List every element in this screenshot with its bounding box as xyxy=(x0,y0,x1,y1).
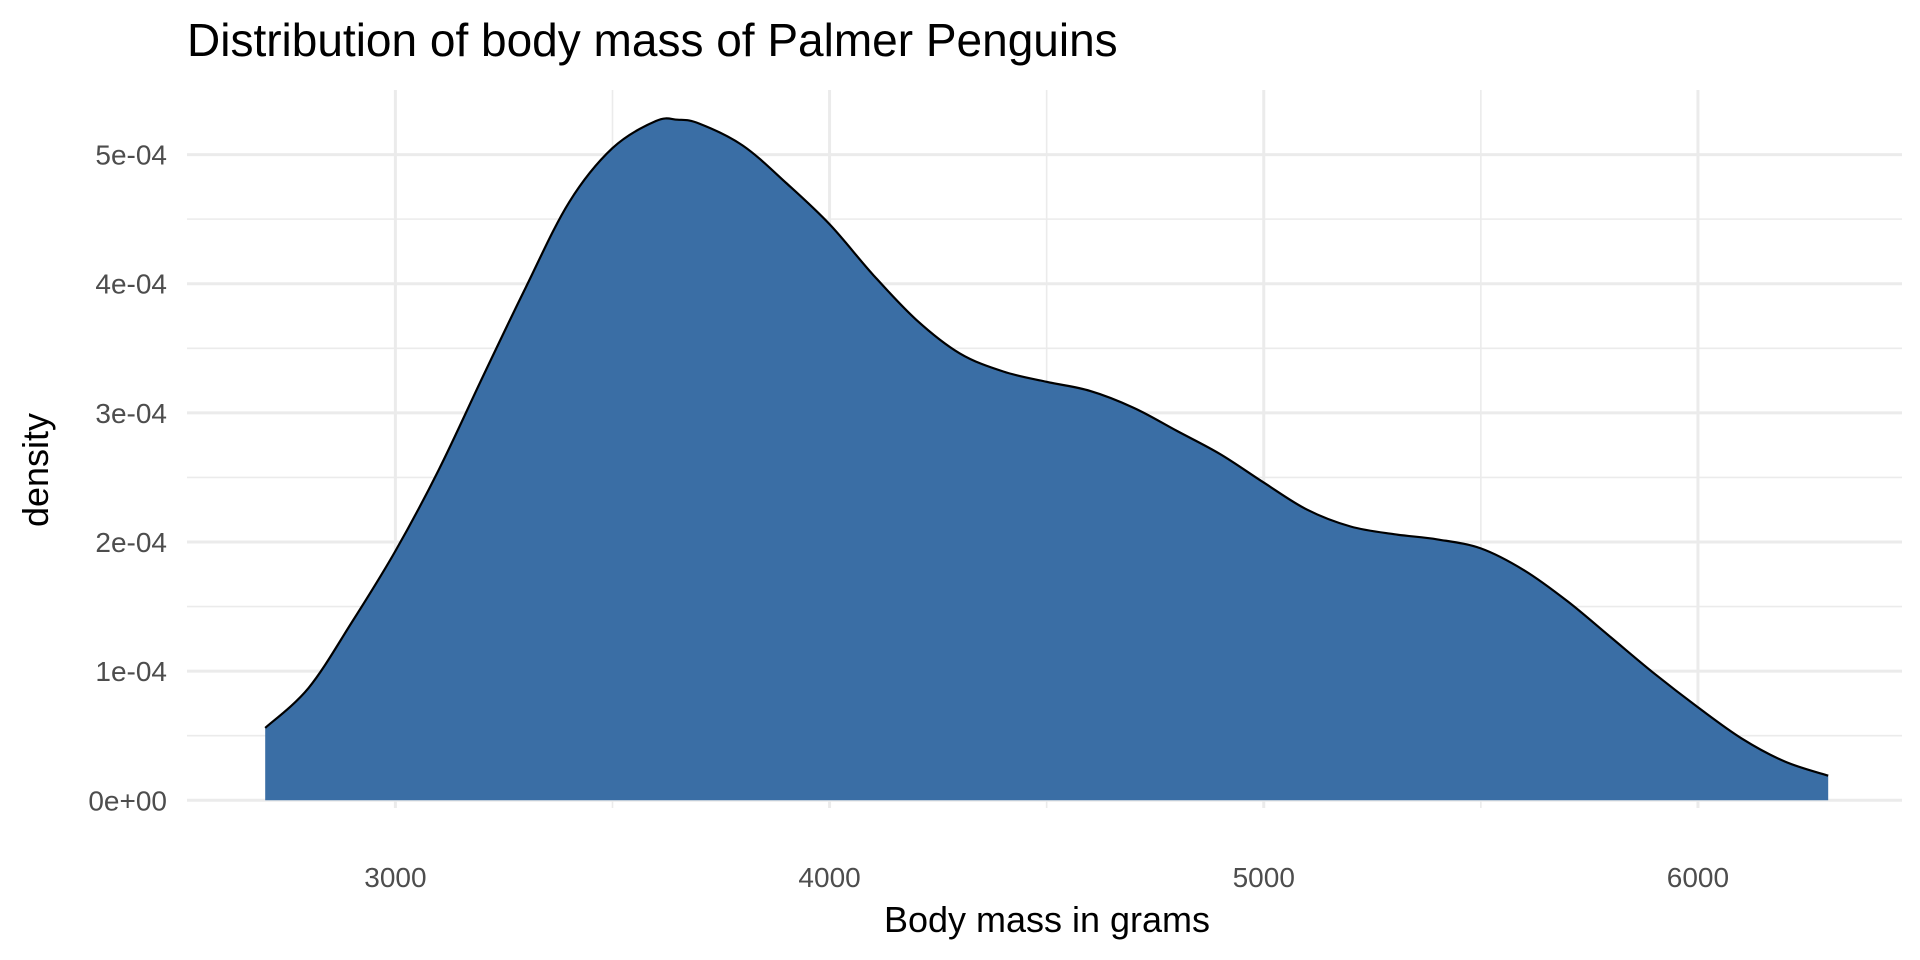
y-tick-label: 4e-04 xyxy=(95,269,167,300)
y-axis-tick-labels: 0e+00 1e-04 2e-04 3e-04 4e-04 5e-04 xyxy=(88,140,167,817)
density-fill xyxy=(265,118,1829,801)
y-tick-label: 3e-04 xyxy=(95,398,167,429)
density-outline xyxy=(264,117,1829,777)
x-tick-label: 6000 xyxy=(1667,862,1729,893)
y-tick-label: 0e+00 xyxy=(88,785,167,816)
y-axis-title: density xyxy=(15,413,56,527)
density-area xyxy=(264,117,1829,801)
x-tick-label: 3000 xyxy=(364,862,426,893)
x-tick-label: 4000 xyxy=(798,862,860,893)
y-tick-label: 1e-04 xyxy=(95,656,167,687)
y-tick-label: 5e-04 xyxy=(95,140,167,171)
x-tick-label: 5000 xyxy=(1233,862,1295,893)
x-axis-title: Body mass in grams xyxy=(884,899,1210,940)
x-axis-tick-labels: 3000 4000 5000 6000 xyxy=(364,862,1729,893)
y-tick-label: 2e-04 xyxy=(95,527,167,558)
chart-title: Distribution of body mass of Palmer Peng… xyxy=(187,14,1118,66)
